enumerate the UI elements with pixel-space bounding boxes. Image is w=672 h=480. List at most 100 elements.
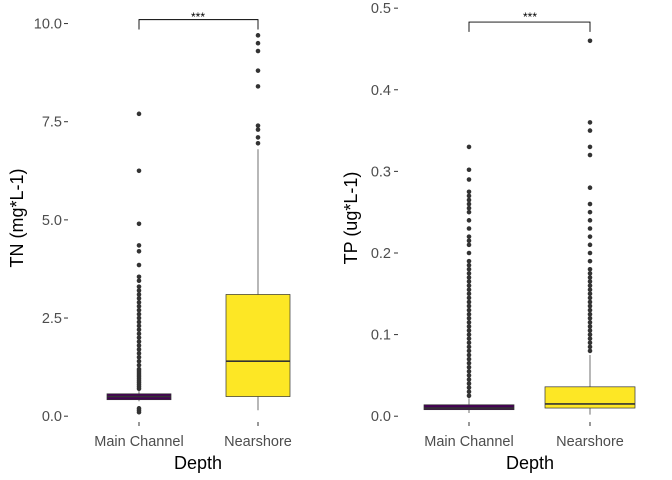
tp-nearshore-outlier [587,332,593,337]
tp-main-channel-outlier [466,242,472,248]
tn-main-channel-outlier [136,343,142,348]
tp-nearshore-outlier [587,307,593,313]
tp-main-channel-box [423,404,515,411]
tp-main-channel-outlier [466,262,472,268]
tp-main-channel-outlier [466,324,472,329]
tp-nearshore-outlier [587,128,593,133]
tp-nearshore-outlier [587,267,593,272]
tn-nearshore-outlier [255,127,261,132]
tp-nearshore-outlier [587,258,593,264]
tp-x-tick-nearshore: Nearshore [556,434,624,450]
tn-main-channel-outlier [136,278,142,284]
tn-nearshore-box [225,294,291,397]
tp-main-channel-outlier [466,373,472,378]
tp-nearshore-outlier [587,271,593,276]
tp-main-channel-outlier [466,340,472,346]
tp-main-channel-outlier [466,385,472,390]
tp-x-tick-main-channel: Main Channel [424,434,513,450]
tp-nearshore-outlier [587,315,593,321]
tp-significance-bracket [468,21,591,32]
tp-main-channel-outlier [466,352,472,358]
tp-main-channel-outlier [466,332,472,337]
tn-y-axis-title: TN (mg*L-1) [7,168,27,267]
tn-y-tick-label: 2.5 [42,311,62,327]
tp-nearshore-outlier [587,201,593,207]
tp-main-channel-outlier [466,344,472,350]
tn-nearshore-outlier [255,48,261,54]
tn-main-channel-outlier [136,366,142,372]
tn-main-channel-outlier [136,323,142,329]
tn-significance-bracket [138,19,259,30]
tn-main-channel-outlier [136,221,142,227]
tn-y-tick-label: 0.0 [42,409,62,425]
tn-main-channel-outlier [136,274,142,280]
tn-nearshore-outlier [255,123,261,128]
tp-nearshore-outlier [587,340,593,346]
tp-nearshore-outlier [587,299,593,305]
tn-main-channel-outlier [136,262,142,268]
tp-main-channel-outlier [466,369,472,374]
tn-main-channel-outlier [136,315,142,321]
tn-main-channel-outlier [136,339,142,344]
tp-nearshore-outlier [587,279,593,284]
tp-main-channel-outlier [466,218,472,223]
tn-y-tick-label: 5.0 [42,213,62,229]
tp-nearshore-outlier [587,311,593,317]
tp-main-channel-outlier [466,201,472,207]
tp-main-channel-outlier [466,295,472,301]
tp-y-tick-label: 0.2 [371,246,391,262]
tp-nearshore-outlier [587,344,593,350]
tp-nearshore-outlier [587,320,593,325]
tn-main-channel-outlier [136,296,142,301]
tn-main-channel-outlier [136,284,142,289]
tp-main-channel-outlier [466,209,472,215]
tp-main-channel-outlier [466,197,472,203]
tp-panel: TP (ug*L-1) Depth Main Channel Nearshore… [341,1,636,473]
tp-main-channel-outlier [466,360,472,366]
tp-x-axis-title: Depth [506,453,554,473]
tp-main-channel-outlier [466,389,472,395]
tp-nearshore-outlier [587,242,593,248]
tn-significance-label: *** [191,10,205,24]
tp-main-channel-outlier [466,311,472,317]
tn-main-channel-outlier [136,311,142,317]
tn-nearshore-outlier [255,141,261,146]
tp-main-channel-outlier [466,348,472,354]
tp-nearshore-box [544,386,636,409]
tn-main-channel-outlier [136,319,142,325]
tp-nearshore-outlier [587,152,593,158]
tp-nearshore-outlier [587,218,593,223]
tn-main-channel-outlier [136,406,142,411]
tp-main-channel-outlier [466,307,472,313]
tn-main-channel-outlier [136,331,142,337]
tp-nearshore-outlier [587,209,593,215]
tn-main-channel-outlier [136,347,142,352]
tp-nearshore-outlier [587,303,593,309]
tn-main-channel-outlier [136,288,142,293]
tp-main-channel-outlier [466,177,472,182]
tp-main-channel-outlier [466,364,472,370]
tp-main-channel-outlier [466,238,472,244]
tp-nearshore-outlier [587,295,593,301]
tp-main-channel-outlier [466,275,472,280]
tp-y-tick-label: 0.5 [371,1,391,17]
tn-main-channel-outlier [136,335,142,340]
tp-nearshore-outlier [587,348,593,354]
tp-main-channel-outlier [466,226,472,231]
tp-nearshore-outlier [587,234,593,239]
tp-main-channel-outlier [466,356,472,362]
tp-main-channel-outlier [466,250,472,256]
tp-main-channel-outlier [466,193,472,199]
tp-main-channel-outlier [466,283,472,288]
tn-nearshore-outlier [255,84,261,89]
tn-nearshore-outlier [255,33,261,38]
tn-main-channel-outlier [136,292,142,297]
tp-nearshore-outlier [587,275,593,280]
tp-main-channel-outlier [466,299,472,305]
tn-y-tick-label: 7.5 [42,115,62,131]
tp-main-channel-outlier [466,303,472,309]
tp-nearshore-outlier [587,120,593,125]
tn-y-tick-label: 10.0 [34,17,62,33]
tp-nearshore-outlier [587,324,593,329]
